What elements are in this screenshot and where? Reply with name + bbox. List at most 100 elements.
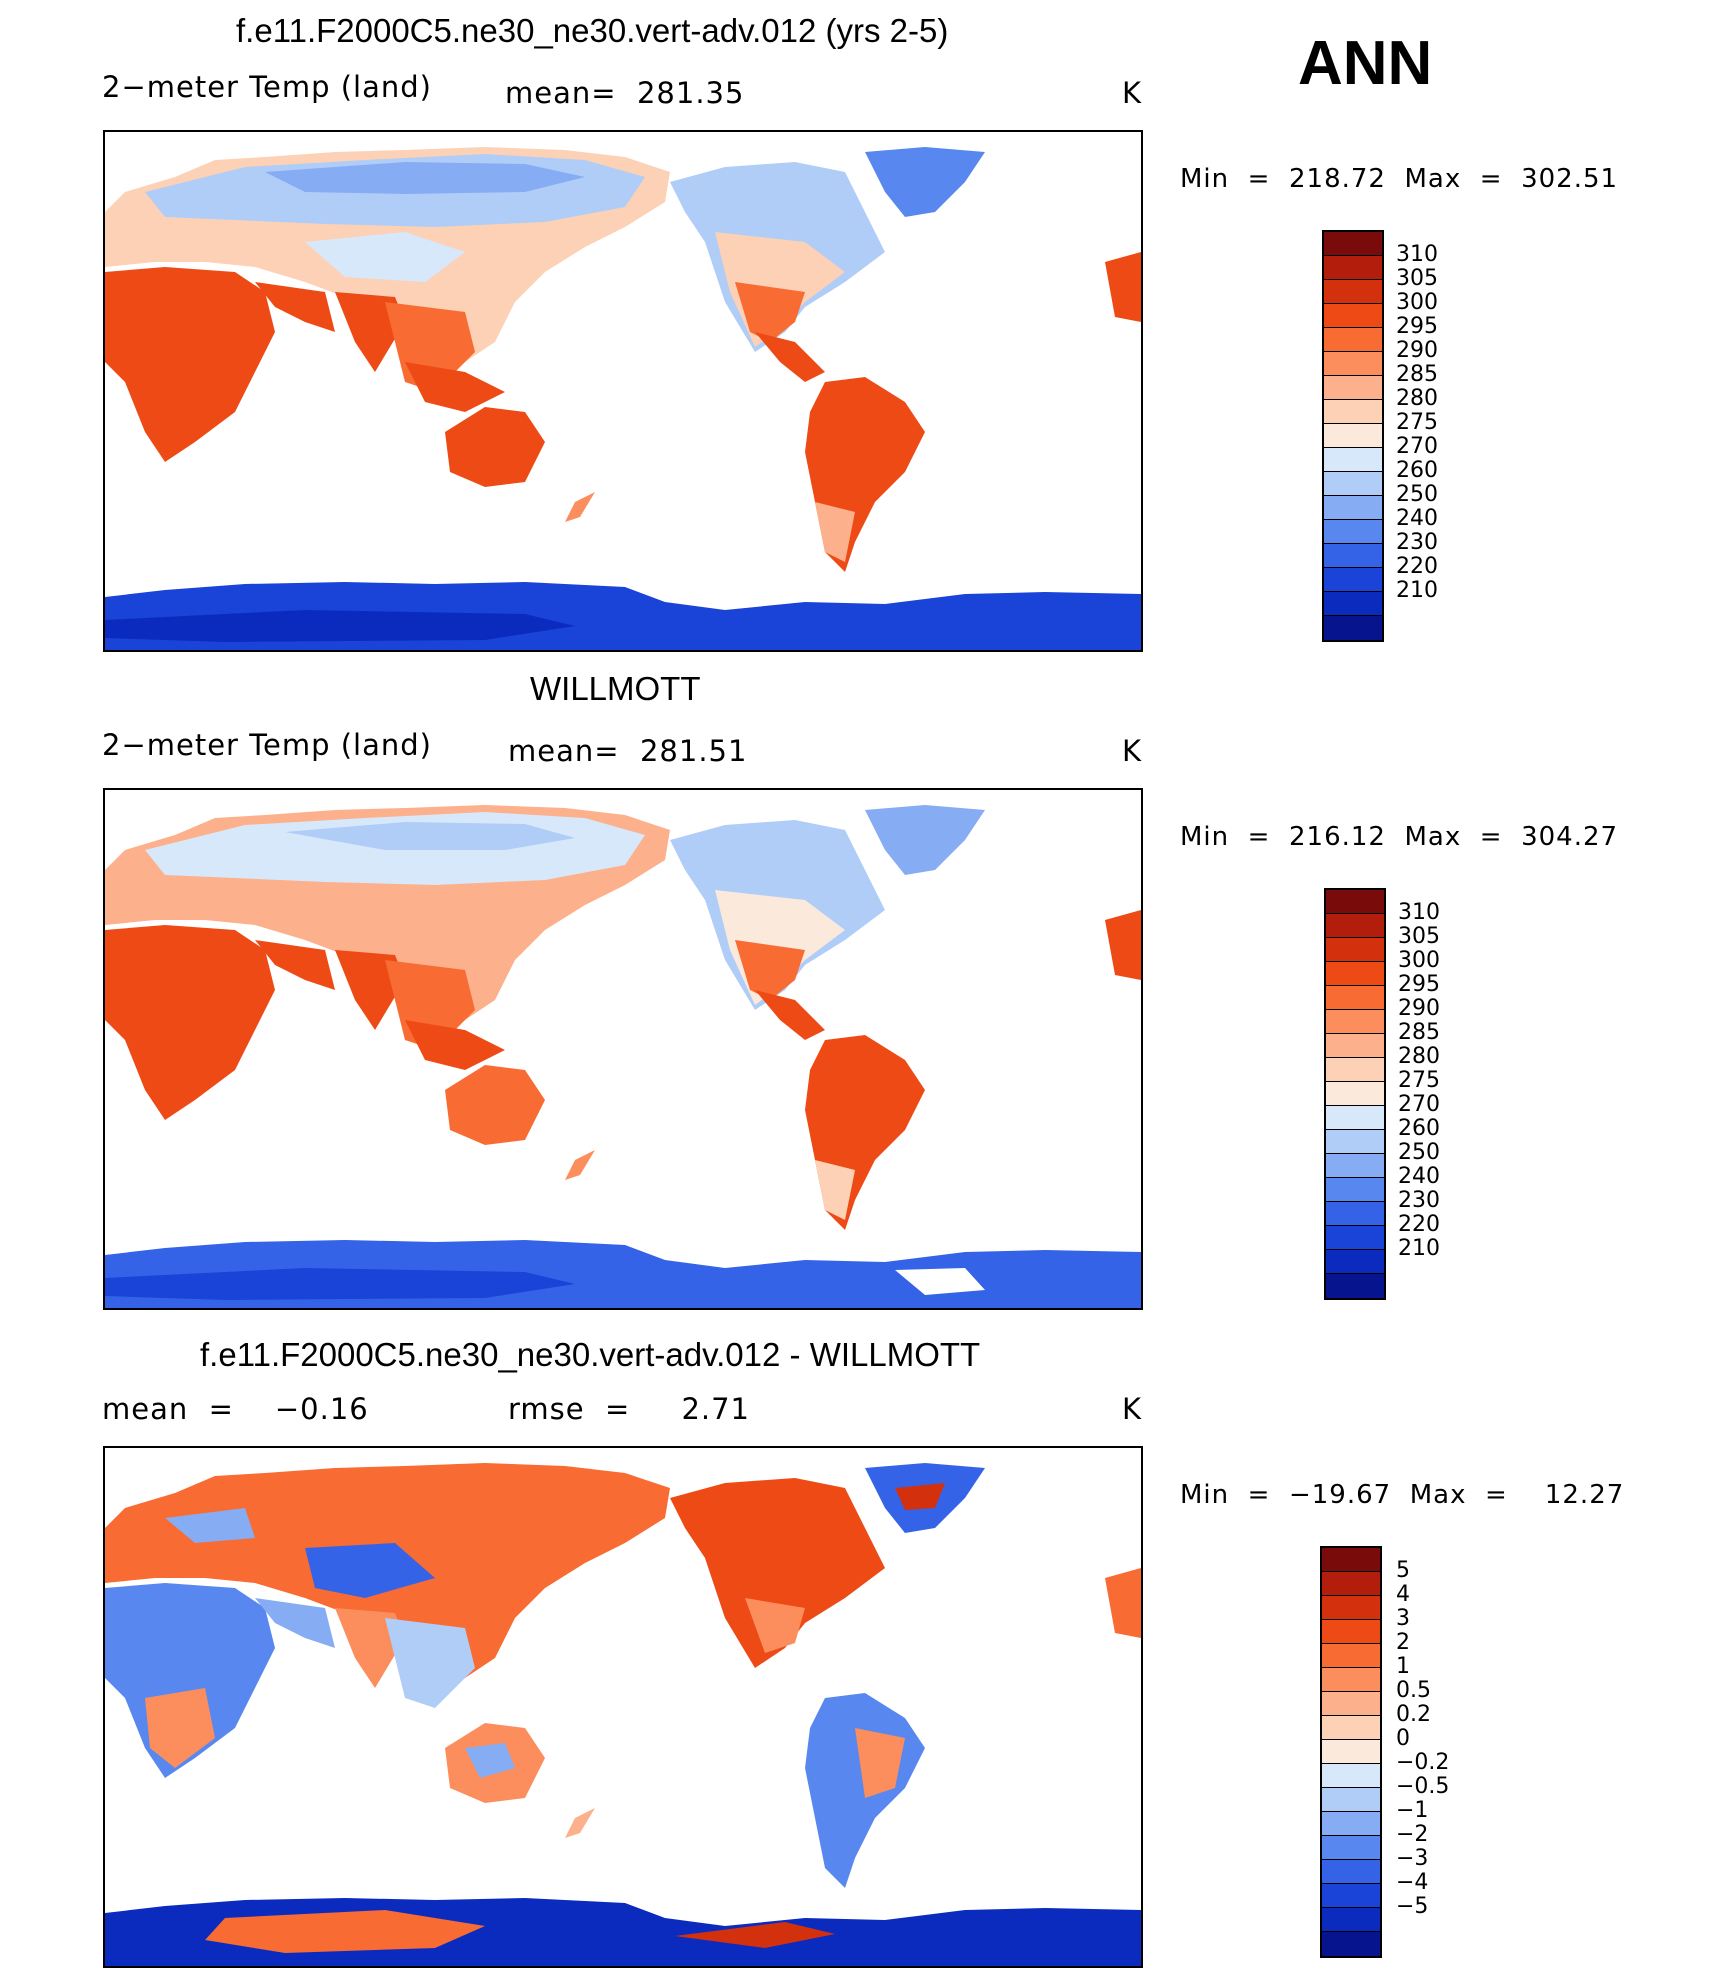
colorbar-tick-label: 250 xyxy=(1396,482,1438,507)
panel-1-minmax-label: Min = 218.72 Max = 302.51 xyxy=(1180,164,1619,194)
panel-2-minmax-label: Min = 216.12 Max = 304.27 xyxy=(1180,822,1619,852)
colorbar-swatch xyxy=(1324,232,1382,256)
colorbar-swatch xyxy=(1324,352,1382,376)
colorbar-swatch xyxy=(1322,1764,1380,1788)
colorbar-swatch xyxy=(1326,1274,1384,1298)
colorbar-tick-label: 2 xyxy=(1396,1630,1410,1655)
colorbar-swatch xyxy=(1322,1716,1380,1740)
colorbar-swatch xyxy=(1324,520,1382,544)
colorbar-swatch xyxy=(1324,400,1382,424)
colorbar-tick-label: −1 xyxy=(1396,1798,1429,1823)
colorbar-swatch xyxy=(1324,304,1382,328)
colorbar-swatch xyxy=(1324,376,1382,400)
panel-3-colorbar-labels: 5 4 3 2 1 0.5 0.2 0 −0.2 −0.5 −1 −2 −3 −4 −5 xyxy=(1396,1546,1516,1954)
colorbar-tick-label: 260 xyxy=(1398,1116,1440,1141)
colorbar-tick-label: 230 xyxy=(1398,1188,1440,1213)
colorbar-tick-label: −3 xyxy=(1396,1846,1429,1871)
greenland xyxy=(865,147,985,217)
panel-1-units-label: K xyxy=(1122,76,1143,110)
colorbar-tick-label: 285 xyxy=(1398,1020,1440,1045)
colorbar-swatch xyxy=(1322,1644,1380,1668)
colorbar-tick-label: −2 xyxy=(1396,1822,1429,1847)
colorbar-tick-label: 295 xyxy=(1398,972,1440,997)
south-america xyxy=(805,377,925,572)
colorbar-swatch xyxy=(1324,592,1382,616)
panel-2-title: WILLMOTT xyxy=(530,670,701,707)
colorbar-tick-label: 275 xyxy=(1396,410,1438,435)
colorbar-swatch xyxy=(1324,256,1382,280)
colorbar-tick-label: −5 xyxy=(1396,1894,1429,1919)
colorbar-tick-label: 290 xyxy=(1398,996,1440,1021)
colorbar-tick-label: 305 xyxy=(1396,266,1438,291)
colorbar-swatch xyxy=(1322,1596,1380,1620)
colorbar-swatch xyxy=(1322,1836,1380,1860)
colorbar-swatch xyxy=(1326,1106,1384,1130)
greenland xyxy=(865,805,985,875)
colorbar-swatch xyxy=(1324,328,1382,352)
panel-3-units-label: K xyxy=(1122,1392,1143,1426)
colorbar-tick-label: 230 xyxy=(1396,530,1438,555)
colorbar-tick-label: 210 xyxy=(1398,1236,1440,1261)
colorbar-swatch xyxy=(1324,568,1382,592)
panel-3-rmse-label: rmse = 2.71 xyxy=(508,1392,751,1426)
colorbar-swatch xyxy=(1326,1010,1384,1034)
colorbar-swatch xyxy=(1324,424,1382,448)
colorbar-tick-label: 295 xyxy=(1396,314,1438,339)
colorbar-tick-label: 280 xyxy=(1398,1044,1440,1069)
colorbar-swatch xyxy=(1326,1202,1384,1226)
colorbar-swatch xyxy=(1324,448,1382,472)
colorbar-swatch xyxy=(1326,962,1384,986)
south-america xyxy=(805,1035,925,1230)
colorbar-tick-label: 310 xyxy=(1396,242,1438,267)
colorbar-swatch xyxy=(1324,616,1382,640)
colorbar-tick-label: 210 xyxy=(1396,578,1438,603)
colorbar-swatch xyxy=(1322,1932,1380,1956)
colorbar-swatch xyxy=(1324,280,1382,304)
colorbar-tick-label: 270 xyxy=(1398,1092,1440,1117)
north-america xyxy=(670,1478,885,1668)
australia xyxy=(445,1065,545,1145)
colorbar-swatch xyxy=(1326,890,1384,914)
africa xyxy=(105,267,275,462)
season-label: ANN xyxy=(1298,29,1433,98)
colorbar-swatch xyxy=(1322,1812,1380,1836)
panel-2-map xyxy=(103,788,1143,1310)
panel-1-colorbar xyxy=(1322,230,1384,642)
panel-3-mean-label: mean = −0.16 xyxy=(102,1392,369,1426)
panel-3-map xyxy=(103,1446,1143,1968)
colorbar-tick-label: 290 xyxy=(1396,338,1438,363)
colorbar-tick-label: 285 xyxy=(1396,362,1438,387)
colorbar-tick-label: −0.2 xyxy=(1396,1750,1450,1775)
colorbar-swatch xyxy=(1322,1692,1380,1716)
africa xyxy=(105,1583,275,1778)
colorbar-swatch xyxy=(1324,472,1382,496)
colorbar-tick-label: 250 xyxy=(1398,1140,1440,1165)
colorbar-swatch xyxy=(1326,986,1384,1010)
colorbar-tick-label: 220 xyxy=(1398,1212,1440,1237)
panel-2-colorbar-labels: 310 305 300 295 290 285 280 275 270 260 250 240 230 2… xyxy=(1398,888,1518,1296)
colorbar-tick-label: 0.2 xyxy=(1396,1702,1431,1727)
colorbar-tick-label: 305 xyxy=(1398,924,1440,949)
colorbar-swatch xyxy=(1322,1620,1380,1644)
colorbar-swatch xyxy=(1324,544,1382,568)
colorbar-swatch xyxy=(1324,496,1382,520)
colorbar-swatch xyxy=(1322,1860,1380,1884)
panel-1-variable-label: 2−meter Temp (land) xyxy=(102,70,432,104)
colorbar-swatch xyxy=(1322,1572,1380,1596)
panel-2-variable-label: 2−meter Temp (land) xyxy=(102,728,432,762)
panel-2-mean-label: mean= 281.51 xyxy=(508,734,748,768)
colorbar-tick-label: 275 xyxy=(1398,1068,1440,1093)
colorbar-swatch xyxy=(1326,1154,1384,1178)
colorbar-tick-label: 270 xyxy=(1396,434,1438,459)
colorbar-tick-label: 260 xyxy=(1396,458,1438,483)
colorbar-swatch xyxy=(1326,1178,1384,1202)
panel-3-title: f.e11.F2000C5.ne30_ne30.vert-adv.012 - W… xyxy=(200,1336,981,1373)
colorbar-swatch xyxy=(1326,1226,1384,1250)
colorbar-tick-label: 240 xyxy=(1398,1164,1440,1189)
colorbar-swatch xyxy=(1322,1740,1380,1764)
panel-1-title: f.e11.F2000C5.ne30_ne30.vert-adv.012 (yr… xyxy=(236,12,949,49)
panel-1-colorbar-labels: 310 305 300 295 290 285 280 275 270 260 250 240 230 2… xyxy=(1396,230,1516,638)
colorbar-swatch xyxy=(1326,914,1384,938)
colorbar-tick-label: 3 xyxy=(1396,1606,1410,1631)
colorbar-swatch xyxy=(1322,1884,1380,1908)
